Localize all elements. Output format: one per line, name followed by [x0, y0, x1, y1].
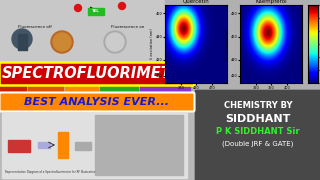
Bar: [95, 115, 183, 175]
Circle shape: [75, 4, 82, 12]
Text: CHEMISTRY BY: CHEMISTRY BY: [224, 102, 292, 111]
Circle shape: [104, 31, 126, 53]
Bar: [2, 113, 187, 178]
Bar: [195, 90, 320, 180]
Circle shape: [12, 29, 32, 49]
Bar: [75, 142, 91, 150]
Y-axis label: λ excitation (nm): λ excitation (nm): [225, 29, 229, 59]
Y-axis label: λ excitation (nm): λ excitation (nm): [150, 29, 154, 59]
Circle shape: [53, 33, 71, 51]
Bar: [100, 86, 138, 92]
Title: Quercetin: Quercetin: [183, 0, 209, 4]
Bar: [38, 142, 50, 148]
Text: TEL: TEL: [92, 10, 100, 14]
Text: P K SIDDHANT Sir: P K SIDDHANT Sir: [216, 127, 300, 136]
Bar: [65, 86, 98, 92]
Bar: [18, 34, 27, 50]
FancyBboxPatch shape: [0, 93, 195, 111]
Bar: [28, 86, 63, 92]
Bar: [0, 86, 26, 92]
Text: Fluorescence off: Fluorescence off: [18, 25, 52, 29]
Circle shape: [106, 33, 124, 51]
Bar: [58, 132, 68, 158]
Bar: [195, 90, 320, 180]
Bar: [165, 0, 320, 90]
Bar: [0, 0, 165, 90]
Bar: [88, 8, 104, 15]
Text: (Double JRF & GATE): (Double JRF & GATE): [222, 141, 294, 147]
Bar: [140, 86, 190, 92]
FancyBboxPatch shape: [0, 62, 195, 86]
Bar: [0, 90, 195, 180]
Title: Kaempferol: Kaempferol: [255, 0, 287, 4]
Text: BEST ANALYSIS EVER...: BEST ANALYSIS EVER...: [25, 97, 170, 107]
Circle shape: [118, 3, 125, 10]
Text: SIDDHANT: SIDDHANT: [225, 114, 291, 124]
Text: SPECTROFLUORIMETRY: SPECTROFLUORIMETRY: [2, 66, 192, 82]
Text: Representative Diagram of a Spectrofluorimeter for RF Illustration: Representative Diagram of a Spectrofluor…: [5, 170, 95, 174]
Bar: [8, 140, 30, 152]
Text: Fluorescence on: Fluorescence on: [111, 25, 145, 29]
Circle shape: [51, 31, 73, 53]
